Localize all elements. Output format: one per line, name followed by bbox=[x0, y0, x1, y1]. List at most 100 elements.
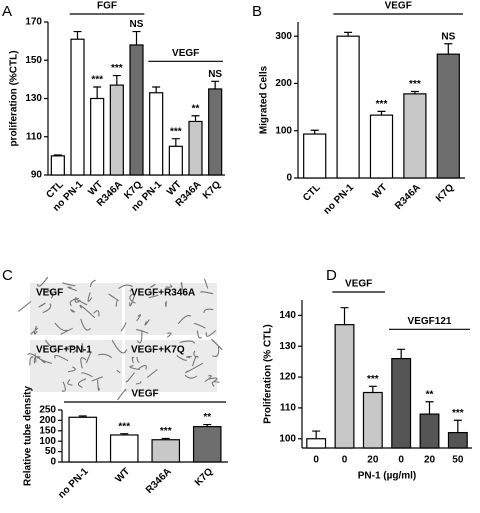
x-axis-label: PN-1 (µg/ml) bbox=[358, 471, 417, 482]
bar bbox=[403, 93, 427, 179]
group-label: VEGF bbox=[172, 48, 199, 59]
error-bar bbox=[132, 30, 141, 45]
y-tick-label: 120 bbox=[279, 372, 296, 383]
significance-label: NS bbox=[130, 19, 144, 30]
y-tick-label: 110 bbox=[280, 403, 297, 414]
x-tick-label: 50 bbox=[452, 455, 464, 466]
error-bar bbox=[191, 115, 200, 122]
y-tick-label: 0 bbox=[286, 173, 292, 184]
panel-letter: D bbox=[326, 267, 337, 284]
significance-label: *** bbox=[409, 79, 421, 90]
significance-label: *** bbox=[111, 63, 123, 74]
y-tick-label: 110 bbox=[26, 131, 43, 142]
bar bbox=[334, 324, 355, 449]
micrograph-texture bbox=[17, 276, 120, 335]
x-tick-label: K7Q bbox=[201, 179, 223, 201]
image-label: VEGF+R346A bbox=[131, 288, 195, 299]
significance-label: ** bbox=[426, 389, 434, 400]
x-tick-label: WT bbox=[371, 182, 390, 201]
micrograph bbox=[30, 340, 122, 392]
x-tick-label: 0 bbox=[398, 455, 404, 466]
y-axis-label: proliferation (%CTL) bbox=[9, 50, 20, 146]
micrograph bbox=[30, 283, 122, 335]
bar bbox=[50, 155, 65, 176]
micrograph-texture bbox=[118, 278, 217, 339]
significance-label: ** bbox=[192, 103, 200, 114]
error-bar bbox=[377, 110, 386, 116]
y-axis-label: Relative tube density bbox=[23, 386, 34, 486]
y-tick-label: 50 bbox=[45, 446, 57, 457]
x-tick-label: R346A bbox=[393, 182, 423, 212]
bar bbox=[90, 97, 105, 176]
x-tick-label: 20 bbox=[424, 455, 436, 466]
bar bbox=[306, 438, 327, 449]
bar bbox=[149, 92, 164, 176]
bar bbox=[436, 53, 460, 179]
error-bar bbox=[444, 43, 453, 55]
significance-label: *** bbox=[367, 374, 379, 385]
bar bbox=[168, 145, 183, 176]
significance-label: *** bbox=[91, 75, 103, 86]
significance-label: *** bbox=[160, 426, 172, 437]
y-tick-label: 300 bbox=[275, 31, 292, 42]
image-label: VEGF bbox=[36, 288, 63, 299]
y-tick-label: 100 bbox=[275, 125, 292, 136]
micrograph-texture bbox=[111, 330, 223, 401]
bar bbox=[369, 114, 394, 179]
error-bar bbox=[171, 138, 180, 147]
error-bar bbox=[152, 86, 161, 93]
y-tick-label: 200 bbox=[39, 415, 56, 426]
bar bbox=[447, 431, 468, 449]
error-bar bbox=[340, 307, 349, 325]
group-label: VEGF bbox=[131, 389, 158, 400]
y-tick-label: 150 bbox=[39, 425, 56, 436]
x-tick-label: R346A bbox=[144, 466, 174, 496]
error-bar bbox=[203, 423, 212, 427]
group-label: VEGF121 bbox=[408, 316, 452, 327]
bar bbox=[68, 416, 98, 463]
error-bar bbox=[425, 401, 434, 415]
error-bar bbox=[344, 31, 353, 37]
significance-label: NS bbox=[208, 69, 222, 80]
significance-label: NS bbox=[441, 31, 455, 42]
image-label: VEGF+K7Q bbox=[131, 345, 185, 356]
bar bbox=[109, 84, 124, 176]
bar bbox=[362, 391, 383, 449]
error-bar bbox=[93, 86, 102, 99]
x-tick-label: WT bbox=[113, 466, 132, 485]
error-bar bbox=[368, 385, 377, 393]
x-tick-label: 0 bbox=[313, 455, 319, 466]
bar bbox=[70, 38, 85, 176]
group-label: FGF bbox=[97, 1, 117, 12]
y-tick-label: 0 bbox=[50, 457, 56, 468]
x-tick-label: no PN-1 bbox=[56, 466, 91, 501]
y-tick-label: 150 bbox=[25, 55, 42, 66]
x-tick-label: 20 bbox=[367, 455, 379, 466]
panel-letter: C bbox=[2, 267, 13, 284]
group-label: VEGF bbox=[345, 279, 372, 290]
x-tick-label: K7Q bbox=[193, 466, 215, 488]
error-bar bbox=[410, 90, 419, 94]
y-tick-label: 250 bbox=[39, 405, 56, 416]
y-tick-label: 130 bbox=[25, 93, 42, 104]
bar bbox=[391, 357, 412, 449]
error-bar bbox=[53, 154, 62, 156]
y-tick-label: 130 bbox=[279, 341, 296, 352]
y-axis-label: Migrated Cells bbox=[259, 65, 270, 134]
x-tick-label: K7Q bbox=[434, 182, 456, 204]
significance-label: *** bbox=[118, 421, 130, 432]
error-bar bbox=[161, 437, 170, 440]
bar bbox=[192, 426, 222, 463]
panel-letter: A bbox=[2, 3, 12, 20]
significance-label: ** bbox=[203, 412, 211, 423]
panel-letter: B bbox=[252, 3, 262, 20]
error-bar bbox=[112, 74, 121, 86]
y-tick-label: 100 bbox=[39, 436, 56, 447]
bar bbox=[303, 133, 327, 179]
error-bar bbox=[73, 30, 82, 40]
y-tick-label: 170 bbox=[25, 17, 42, 28]
error-bar bbox=[211, 80, 220, 89]
error-bar bbox=[397, 348, 406, 359]
x-tick-label: CTL bbox=[301, 182, 323, 204]
